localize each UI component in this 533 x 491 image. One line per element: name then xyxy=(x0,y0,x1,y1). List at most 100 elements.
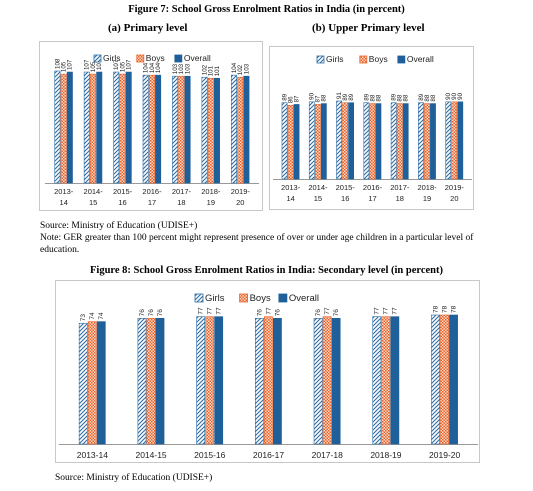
tick-label-2014-15-end: 15 xyxy=(89,198,97,207)
tick-label-2015-16-end: 16 xyxy=(341,194,349,203)
data-label-boys-2015-16: 77 xyxy=(207,307,214,315)
bar-overall-2018-19 xyxy=(390,316,400,445)
primary-level-label: (a) Primary level xyxy=(108,22,188,34)
data-label-girls-2017-18: 76 xyxy=(315,309,322,317)
data-label-boys-2018-19: 77 xyxy=(383,307,390,315)
tick-label-2018-19-end: 19 xyxy=(423,194,431,203)
data-label-girls-2013-14: 73 xyxy=(80,314,87,322)
bar-girls-2017-18 xyxy=(390,102,397,180)
data-label-boys-2015-16: 105 xyxy=(119,61,126,72)
bar-overall-2015-16 xyxy=(348,102,355,180)
data-label-overall-2016-17: 104 xyxy=(155,62,162,73)
legend-label-girls: Girls xyxy=(103,53,120,63)
bar-boys-2017-18 xyxy=(178,75,185,184)
figure8-title: Figure 8: School Gross Enrolment Ratios … xyxy=(89,265,444,276)
bar-girls-2013-14 xyxy=(78,322,88,445)
data-label-overall-2017-18: 76 xyxy=(333,309,340,317)
bar-overall-2015-16 xyxy=(214,316,224,445)
bar-girls-2018-19 xyxy=(418,102,424,180)
tick-label-2019-20: 2019- xyxy=(445,183,465,192)
tick-label-2017-18-end: 18 xyxy=(396,194,404,203)
data-label-girls-2016-17: 76 xyxy=(256,309,263,317)
bar-girls-2016-17 xyxy=(255,318,264,445)
tick-label-2016-17-end: 17 xyxy=(148,198,156,207)
data-label-girls-2015-16: 107 xyxy=(113,59,120,70)
legend-swatch-boys xyxy=(239,293,249,303)
data-label-girls-2018-19: 89 xyxy=(418,93,425,100)
data-label-girls-2019-20: 90 xyxy=(445,92,452,99)
bar-boys-2017-18 xyxy=(322,316,332,445)
bar-boys-2019-20 xyxy=(237,76,244,184)
legend-swatch-overall xyxy=(397,55,406,64)
bar-boys-2013-14 xyxy=(87,321,97,445)
data-label-boys-2014-15: 76 xyxy=(148,309,155,317)
tick-label-2016-17: 2016- xyxy=(363,183,383,192)
bar-boys-2016-17 xyxy=(369,103,376,180)
tick-label-2019-20: 2019- xyxy=(231,187,251,196)
bar-boys-2015-16 xyxy=(119,73,126,184)
data-label-overall-2019-20: 78 xyxy=(450,305,457,313)
legend-label-overall: Overall xyxy=(184,53,211,63)
tick-label-2017-18: 2017- xyxy=(172,187,192,196)
tick-label-2013-14: 2013-14 xyxy=(77,450,108,460)
bar-overall-2019-20 xyxy=(243,75,250,184)
data-label-overall-2017-18: 88 xyxy=(403,94,410,101)
legend-label-boys: Boys xyxy=(250,293,271,304)
legend-label-overall: Overall xyxy=(289,293,319,304)
bar-boys-2019-20 xyxy=(440,314,449,445)
data-label-overall-2019-20: 103 xyxy=(243,63,250,74)
data-label-overall-2017-18: 103 xyxy=(184,63,191,74)
data-label-overall-2016-17: 88 xyxy=(375,94,382,101)
legend-label-girls: Girls xyxy=(205,293,225,304)
tick-label-2018-19-end: 19 xyxy=(207,198,215,207)
data-label-girls-2014-15: 90 xyxy=(309,92,316,99)
tick-label-2015-16: 2015-16 xyxy=(194,450,225,460)
bar-overall-2014-15 xyxy=(320,103,327,180)
bar-boys-2019-20 xyxy=(451,101,458,180)
bar-boys-2014-15 xyxy=(314,104,321,180)
data-label-overall-2013-14: 87 xyxy=(293,95,300,102)
bar-boys-2015-16 xyxy=(342,102,349,180)
legend-swatch-overall xyxy=(278,293,288,303)
data-label-boys-2016-17: 88 xyxy=(369,94,376,101)
bar-overall-2019-20 xyxy=(449,314,458,445)
data-label-boys-2013-14: 86 xyxy=(287,96,294,103)
legend-label-overall: Overall xyxy=(407,54,434,64)
bar-overall-2017-18 xyxy=(402,103,409,180)
chart-frame xyxy=(55,280,480,463)
data-label-boys-2017-18: 103 xyxy=(178,63,185,74)
data-label-boys-2015-16: 89 xyxy=(342,93,349,100)
data-label-girls-2015-16: 77 xyxy=(198,307,205,315)
data-label-boys-2019-20: 78 xyxy=(441,305,448,313)
figure7-source: Source: Ministry of Education (UDISE+) xyxy=(40,221,198,231)
bar-girls-2013-14 xyxy=(54,70,61,184)
tick-label-2018-19: 2018-19 xyxy=(370,450,401,460)
data-label-boys-2016-17: 77 xyxy=(265,307,272,315)
bar-boys-2016-17 xyxy=(264,316,273,445)
data-label-girls-2018-19: 77 xyxy=(374,307,381,315)
data-label-girls-2013-14: 89 xyxy=(281,93,288,100)
bar-girls-2019-20 xyxy=(230,74,237,184)
data-label-overall-2018-19: 77 xyxy=(392,307,399,315)
bar-girls-2015-16 xyxy=(113,71,120,184)
data-label-overall-2015-16: 107 xyxy=(126,59,133,70)
bar-girls-2014-15 xyxy=(308,101,315,180)
data-label-boys-2019-20: 102 xyxy=(237,64,244,75)
data-label-overall-2013-14: 74 xyxy=(98,312,105,320)
tick-label-2019-20-end: 20 xyxy=(236,198,244,207)
legend-swatch-boys xyxy=(136,54,145,63)
data-label-boys-2014-15: 105 xyxy=(90,61,97,72)
data-label-boys-2014-15: 87 xyxy=(315,95,322,102)
data-label-girls-2013-14: 108 xyxy=(54,58,61,69)
data-label-overall-2014-15: 76 xyxy=(157,309,164,317)
tick-label-2016-17-end: 17 xyxy=(368,194,376,203)
data-label-boys-2017-18: 77 xyxy=(324,307,331,315)
bar-overall-2016-17 xyxy=(273,318,282,445)
tick-label-2013-14: 2013- xyxy=(54,187,74,196)
bar-girls-2014-15 xyxy=(83,71,90,184)
bar-girls-2018-19 xyxy=(201,76,208,184)
data-label-overall-2014-15: 88 xyxy=(321,94,328,101)
tick-label-2017-18: 2017- xyxy=(390,183,410,192)
